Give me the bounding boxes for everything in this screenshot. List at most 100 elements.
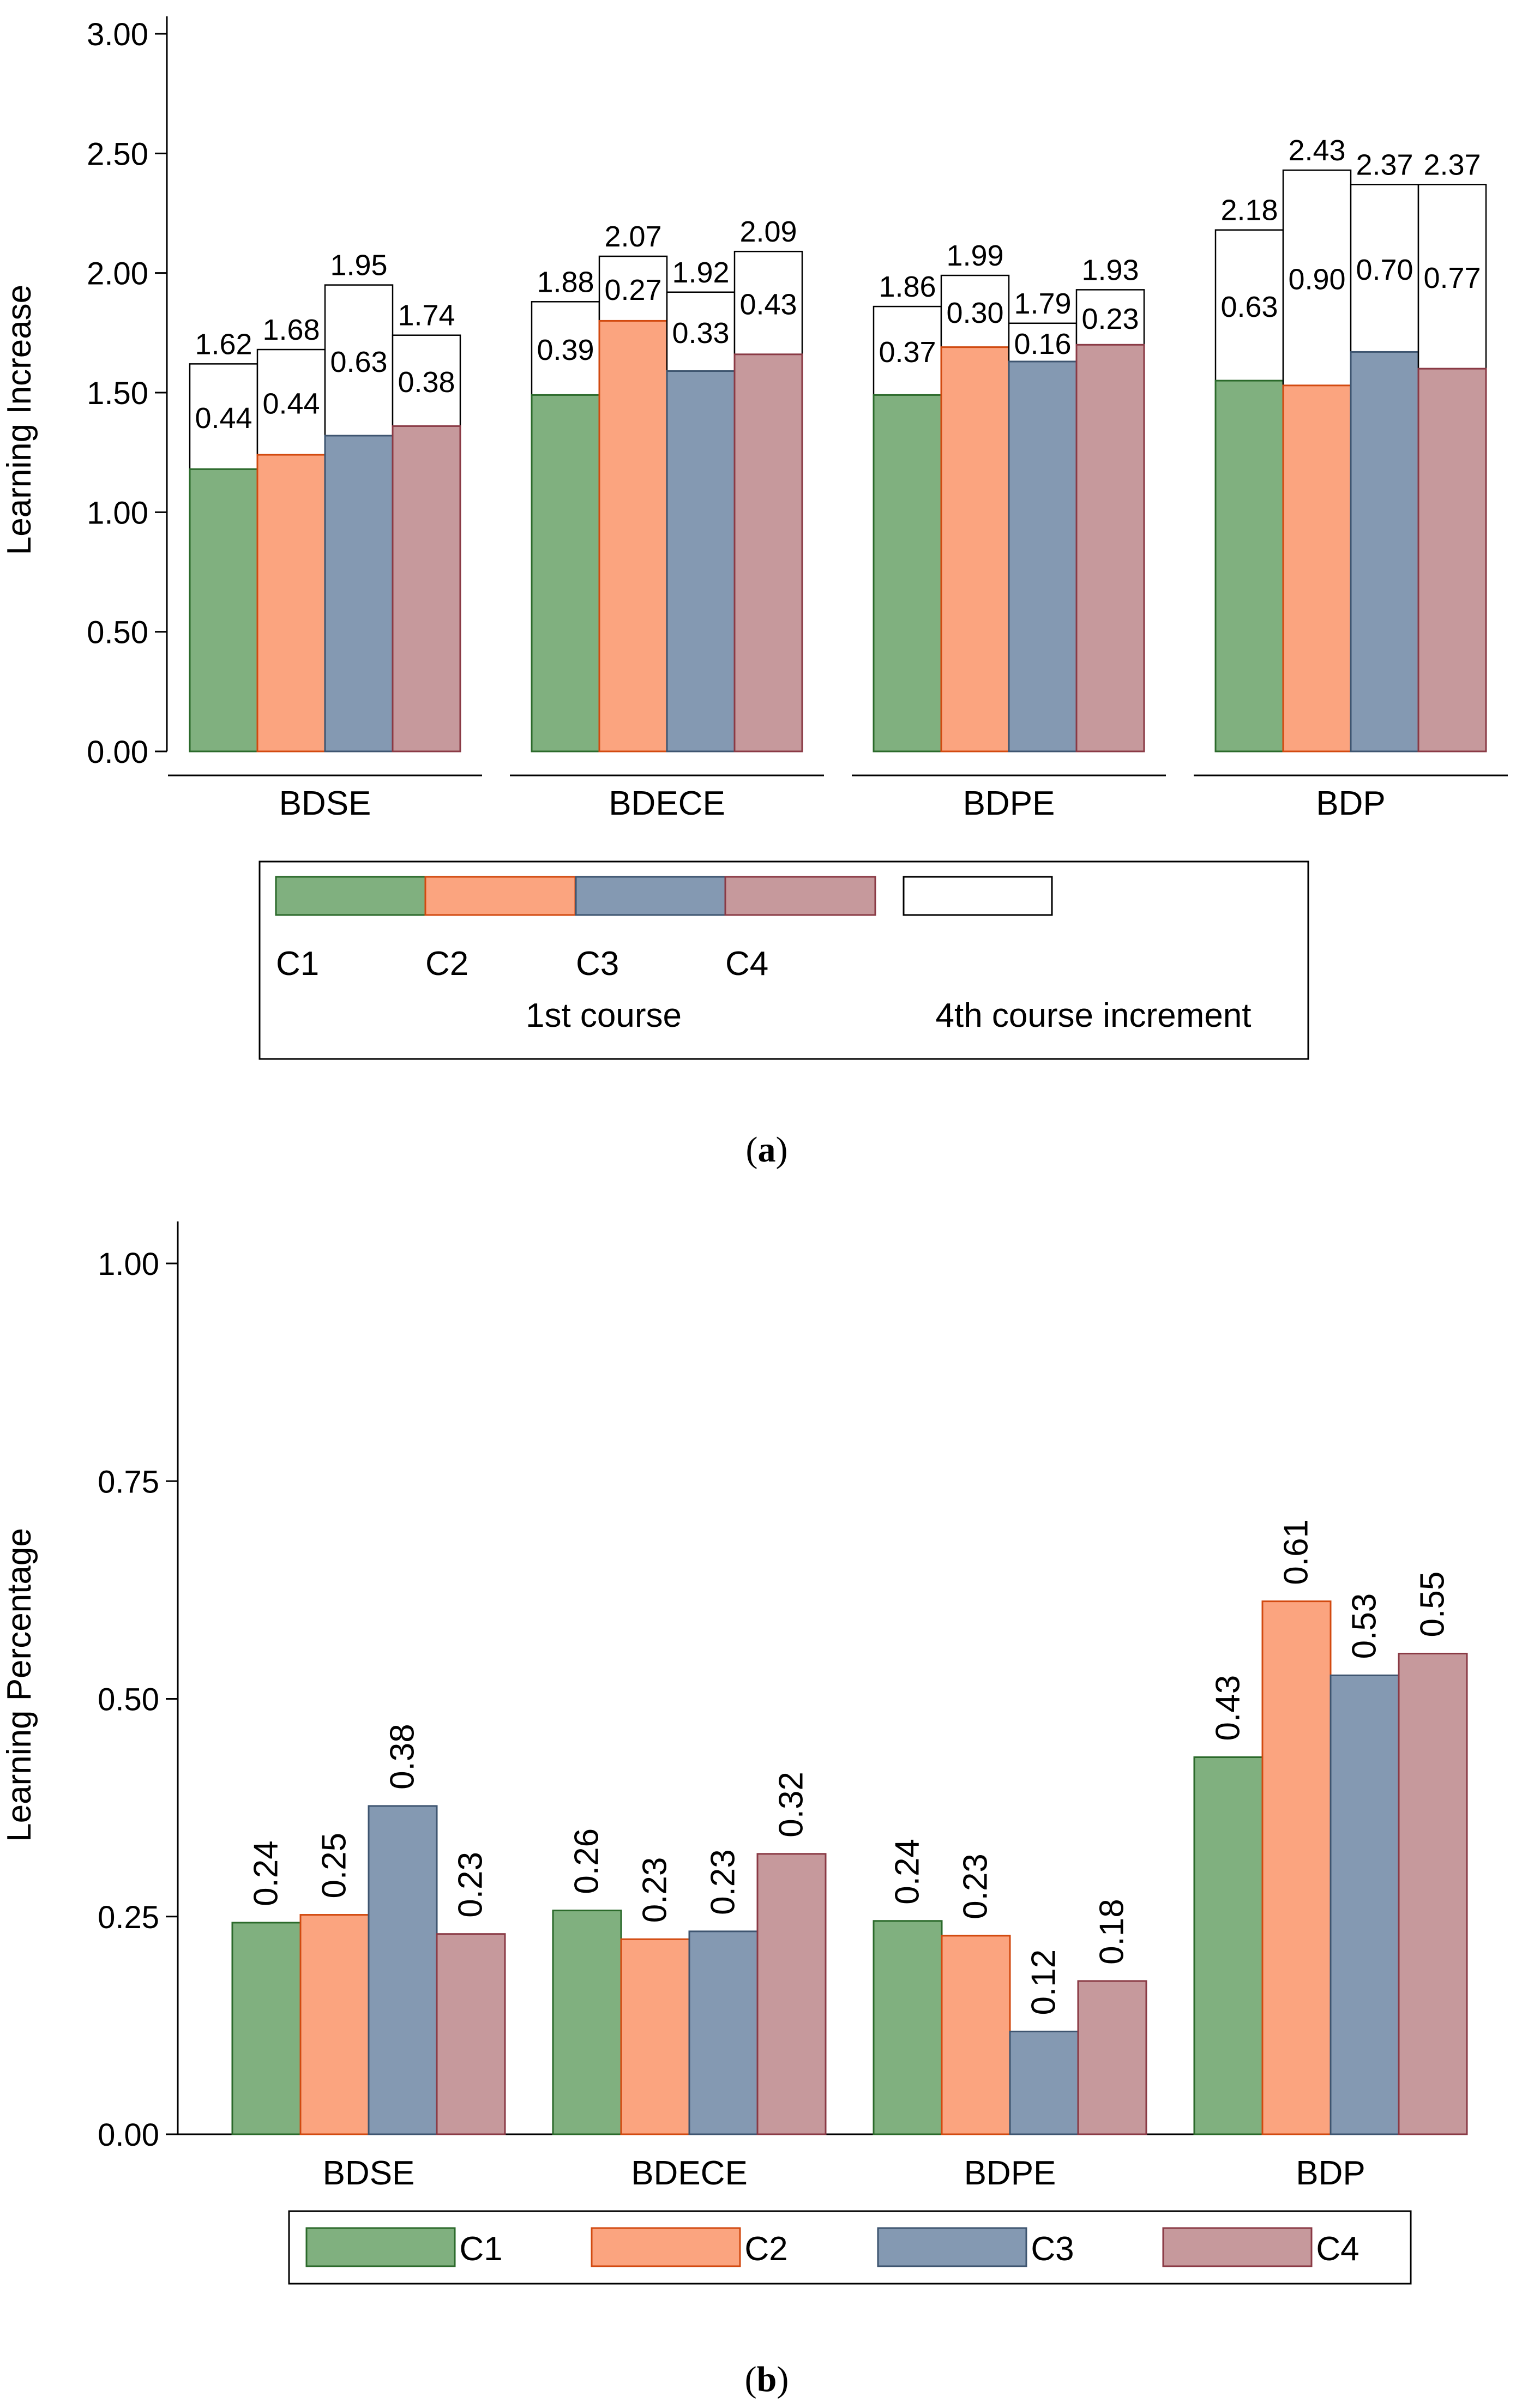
legend-label-b-c3: C3 <box>1031 2230 1074 2268</box>
caption-a: (a) <box>746 1130 788 1170</box>
bar-base-bdpe-c2 <box>940 346 1010 752</box>
x-category-label-b: BDSE <box>323 2154 415 2192</box>
legend-b: C1 C2 C3 C4 <box>288 2210 1412 2285</box>
bar-bdse-c1 <box>231 1922 302 2135</box>
y-tick-label-a: 1.00 <box>87 495 148 531</box>
x-category-label-b: BDPE <box>964 2154 1056 2192</box>
value-label: 0.32 <box>773 1772 810 1838</box>
bar-increment-bdpe-c1 <box>873 305 942 396</box>
value-label: 0.26 <box>568 1828 606 1894</box>
total-label: 1.79 <box>1014 287 1071 320</box>
y-tick-label-b: 0.75 <box>98 1464 159 1500</box>
bar-increment-bdse-c3 <box>324 284 394 437</box>
bar-increment-bdece-c1 <box>531 301 600 396</box>
increment-label: 0.44 <box>262 388 320 420</box>
bar-base-bdece-c4 <box>733 353 803 752</box>
increment-label: 0.63 <box>1220 291 1278 323</box>
value-label: 0.23 <box>452 1852 490 1918</box>
total-label: 2.37 <box>1356 148 1413 181</box>
legend-swatch-b-c2 <box>591 2227 741 2267</box>
bar-increment-bdece-c3 <box>666 291 736 372</box>
bar-base-bdece-c3 <box>666 370 736 752</box>
x-axis-categories-a: BDSE BDECE BDPE BDP <box>168 774 1508 822</box>
value-label: 0.24 <box>248 1840 285 1906</box>
bar-increment-bdpe-c4 <box>1075 289 1145 346</box>
legend-swatch-increment <box>903 876 1053 916</box>
bar-base-bdece-c2 <box>598 320 668 752</box>
total-label: 1.62 <box>195 328 252 360</box>
bar-bdece-c3 <box>688 1930 759 2135</box>
total-label: 2.43 <box>1288 134 1345 167</box>
increment-label: 0.77 <box>1423 262 1481 294</box>
bar-base-bdpe-c1 <box>873 394 942 752</box>
bar-base-bdpe-c3 <box>1008 360 1078 752</box>
value-label: 0.18 <box>1093 1899 1131 1965</box>
value-label: 0.38 <box>384 1724 422 1790</box>
total-label: 1.68 <box>262 314 320 346</box>
increment-label: 0.37 <box>879 336 936 369</box>
bar-bdpe-c4 <box>1077 1980 1147 2135</box>
total-label: 1.74 <box>398 299 455 332</box>
bar-bdpe-c1 <box>873 1920 943 2135</box>
x-category-label-a: BDECE <box>609 785 725 822</box>
bar-increment-bdpe-c2 <box>940 274 1010 348</box>
bar-increment-bdp-c2 <box>1282 169 1352 387</box>
total-label: 1.93 <box>1081 254 1139 286</box>
value-label: 0.24 <box>889 1839 927 1905</box>
total-label: 2.07 <box>604 220 661 253</box>
bars-a: 0.44 1.62 0.44 1.68 0.63 1.95 0.38 1.74 0.39 1.88… <box>189 134 1487 752</box>
value-label: 0.25 <box>316 1833 353 1899</box>
increment-label: 0.27 <box>604 274 661 306</box>
value-label: 0.23 <box>957 1853 995 1919</box>
x-category-label-b: BDECE <box>631 2154 748 2192</box>
x-category-label-a: BDP <box>1316 785 1385 822</box>
y-tick-label-b: 1.00 <box>98 1247 159 1282</box>
y-tick-label-a: 2.50 <box>87 136 148 172</box>
legend-label-c4: C4 <box>725 945 768 983</box>
y-tick-label-a: 3.00 <box>87 17 148 52</box>
total-label: 1.99 <box>946 239 1003 272</box>
total-label: 1.95 <box>330 249 387 282</box>
increment-label: 0.23 <box>1081 303 1139 335</box>
y-axis-label-a: Learning Increase <box>1 285 38 555</box>
increment-label: 0.30 <box>946 297 1003 329</box>
x-category-label-b: BDP <box>1296 2154 1365 2192</box>
bar-increment-bdece-c2 <box>598 255 668 322</box>
y-tick-label-a: 0.00 <box>87 735 148 770</box>
increment-label: 0.90 <box>1288 263 1345 296</box>
bar-bdece-c2 <box>620 1938 690 2135</box>
total-label: 1.88 <box>537 266 594 298</box>
bar-bdse-c3 <box>368 1805 438 2135</box>
total-label: 1.86 <box>879 270 936 303</box>
increment-label: 0.43 <box>739 288 797 321</box>
increment-label: 0.44 <box>195 402 252 435</box>
chart-b: Learning Percentage 0.00 0.25 0.50 0.75 1.00… <box>1 1221 1468 2399</box>
value-label: 0.53 <box>1346 1593 1383 1659</box>
y-tick-label-a: 0.50 <box>87 615 148 651</box>
y-tick-label-b: 0.25 <box>98 1900 159 1935</box>
total-label: 2.18 <box>1220 194 1278 227</box>
bar-base-bdse-c1 <box>189 468 258 752</box>
y-axis-ticks-a: 0.00 0.50 1.00 1.50 2.00 2.50 3.00 <box>87 17 167 770</box>
bar-base-bdp-c2 <box>1282 384 1352 752</box>
bar-bdpe-c2 <box>941 1935 1011 2135</box>
bar-bdece-c4 <box>756 1853 827 2135</box>
legend-swatch-c3 <box>575 876 727 916</box>
caption-b: (b) <box>745 2359 789 2399</box>
legend-swatch-b-c4 <box>1162 2227 1313 2267</box>
value-label: 0.61 <box>1278 1519 1315 1585</box>
legend-label-1st-course: 1st course <box>526 997 682 1034</box>
y-tick-label-a: 1.50 <box>87 376 148 411</box>
legend-label-c2: C2 <box>425 945 468 983</box>
bar-base-bdse-c2 <box>256 454 326 752</box>
legend-box-b <box>288 2210 1412 2285</box>
y-axis-label-b: Learning Percentage <box>1 1528 38 1842</box>
increment-label: 0.38 <box>398 366 455 399</box>
increment-label: 0.70 <box>1356 254 1413 286</box>
caption-letter-a: a <box>758 1130 776 1170</box>
bar-base-bdp-c3 <box>1350 351 1419 752</box>
legend-items-b: C1 C2 C3 C4 <box>305 2227 1359 2268</box>
y-tick-label-b: 0.00 <box>98 2117 159 2153</box>
bar-bdse-c2 <box>299 1914 370 2135</box>
